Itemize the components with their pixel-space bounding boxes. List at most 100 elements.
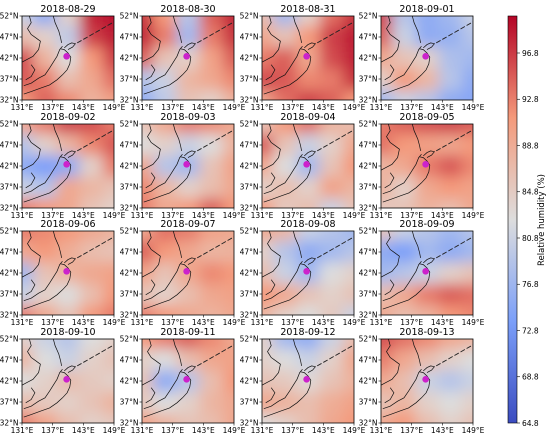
humidity-field [381,124,473,208]
xtick-label: 137°E [400,103,423,112]
ytick-label: 42°N [240,54,259,63]
ytick-label: 47°N [0,356,19,365]
coastline [25,387,36,404]
colorbar-tick-label: 92.8 [522,95,539,104]
kuril-islands [76,236,114,259]
coastline [381,231,400,278]
ytick-label: 32°N [359,96,378,105]
coastline [142,231,161,278]
coastline [22,16,41,63]
colorbar-ticks: 96.8 92.8 88.8 84.8 80.8 76.8 72.8 68.8 64.8 [517,49,539,428]
site-marker [303,268,310,275]
coastline [143,371,192,418]
coastline [382,260,422,302]
coastline [263,260,303,302]
xtick-label: 131°E [131,318,154,327]
ytick-label: 47°N [120,141,139,150]
ytick-label: 52°N [240,227,259,236]
ytick-label: 32°N [0,96,19,105]
coastline [52,339,62,366]
ytick-label: 42°N [359,54,378,63]
site-marker [63,376,70,383]
kuril-islands [76,344,114,367]
site-marker [183,53,190,60]
xtick-label: 149°E [343,426,366,435]
ytick-label: 37°N [240,398,259,407]
coastline [423,257,436,265]
coastline [142,124,161,171]
coastline [143,48,192,95]
kuril-islands [196,129,234,152]
xtick-label: 131°E [370,318,393,327]
ytick-label: 42°N [240,377,259,386]
ytick-label: 42°N [120,377,139,386]
ytick-label: 42°N [359,377,378,386]
xtick-label: 143°E [192,103,215,112]
ytick-label: 47°N [240,33,259,42]
ytick-label: 32°N [0,204,19,213]
coastline [142,339,161,386]
xtick-label: 131°E [11,318,34,327]
ytick-label: 32°N [0,311,19,320]
coastline [263,263,312,310]
coastline [184,42,197,50]
xtick-label: 143°E [431,103,454,112]
xtick-label: 143°E [312,103,335,112]
coastline [423,150,436,158]
site-marker [63,161,70,168]
coastline [292,231,302,258]
coastline [64,257,77,265]
xtick-label: 137°E [41,103,64,112]
humidity-field [142,339,234,423]
humidity-field [381,16,473,100]
coastline [143,156,192,203]
kuril-islands [435,129,473,152]
ytick-label: 47°N [0,248,19,257]
ytick-label: 37°N [0,75,19,84]
coastline [384,172,395,189]
coastline [143,260,183,302]
xtick-label: 131°E [131,103,154,112]
xtick-label: 143°E [72,211,95,220]
colorbar-bar [507,15,518,424]
ytick-label: 47°N [359,356,378,365]
xtick-label: 137°E [161,103,184,112]
coastline [22,339,41,386]
xtick-label: 131°E [11,426,34,435]
panel-title: 2018-09-02 [40,112,95,123]
xtick-label: 149°E [223,426,246,435]
coastline [25,64,36,81]
colorbar-tick-label: 68.8 [522,373,539,382]
xtick-label: 137°E [400,426,423,435]
ytick-label: 42°N [240,162,259,171]
ytick-label: 47°N [359,33,378,42]
coastline [143,153,183,195]
ytick-label: 37°N [0,183,19,192]
xtick-label: 131°E [251,318,274,327]
colorbar-tick-label: 80.8 [522,234,539,243]
humidity-field [22,339,114,423]
ytick-label: 32°N [240,311,259,320]
site-marker [63,53,70,60]
ytick-label: 47°N [0,141,19,150]
site-marker [303,53,310,60]
site-marker [303,376,310,383]
panel-title: 2018-09-12 [280,327,335,338]
ytick-label: 52°N [120,12,139,21]
ytick-label: 42°N [359,162,378,171]
coastline [382,156,431,203]
coastline [142,16,161,63]
ytick-label: 42°N [240,269,259,278]
site-marker [422,53,429,60]
xtick-label: 131°E [370,103,393,112]
ytick-label: 47°N [359,248,378,257]
ytick-label: 37°N [120,290,139,299]
ytick-label: 52°N [0,227,19,236]
coastline [23,48,72,95]
coastline [263,368,303,410]
xtick-label: 137°E [400,211,423,220]
kuril-islands [435,236,473,259]
